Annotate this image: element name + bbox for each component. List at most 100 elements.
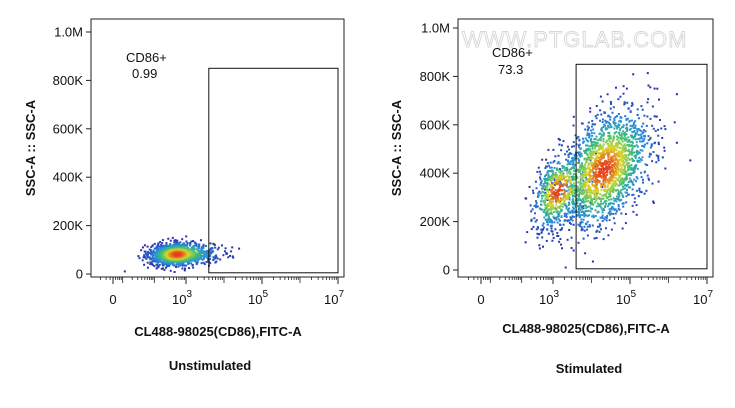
- data-point: [196, 249, 199, 252]
- data-point: [570, 223, 573, 225]
- data-point: [147, 253, 150, 256]
- data-point: [588, 225, 591, 228]
- data-point: [612, 182, 615, 185]
- data-point: [200, 239, 202, 242]
- data-point: [636, 130, 639, 133]
- data-point: [617, 173, 619, 176]
- data-point: [592, 123, 595, 126]
- data-point: [622, 169, 625, 171]
- data-point: [558, 143, 561, 146]
- data-point: [624, 156, 627, 159]
- data-point: [621, 178, 624, 181]
- data-point: [546, 199, 549, 201]
- data-point: [633, 166, 636, 169]
- data-point: [533, 205, 536, 207]
- data-point: [625, 124, 628, 127]
- data-point: [201, 258, 204, 261]
- data-point: [622, 185, 624, 188]
- data-point: [635, 176, 638, 178]
- data-point: [578, 216, 581, 219]
- data-point: [564, 180, 567, 183]
- data-point: [596, 165, 599, 168]
- data-point: [590, 144, 593, 147]
- data-point: [630, 104, 633, 107]
- data-point: [607, 149, 610, 152]
- data-point: [541, 158, 544, 161]
- data-point: [598, 160, 601, 163]
- data-point: [577, 135, 580, 138]
- data-point: [616, 143, 619, 146]
- data-point: [537, 166, 540, 169]
- data-point: [589, 175, 592, 178]
- data-point: [593, 237, 596, 240]
- data-point: [559, 179, 562, 182]
- data-point: [530, 228, 533, 230]
- data-point: [617, 98, 620, 101]
- data-point: [553, 211, 555, 214]
- data-point: [609, 158, 612, 161]
- data-point: [571, 198, 574, 201]
- data-point: [171, 236, 174, 239]
- data-point: [143, 244, 146, 247]
- data-point: [602, 143, 605, 146]
- data-point: [547, 191, 550, 194]
- data-point: [589, 162, 592, 165]
- data-point: [625, 195, 628, 198]
- data-point: [561, 165, 564, 167]
- data-point: [559, 204, 562, 207]
- data-point: [595, 157, 597, 160]
- data-point: [625, 162, 628, 165]
- y-tick-label: 200K: [420, 214, 451, 229]
- data-point: [640, 105, 643, 108]
- data-point: [607, 154, 610, 157]
- data-point: [546, 212, 549, 215]
- data-point: [568, 178, 571, 181]
- data-point: [616, 154, 619, 157]
- data-point: [613, 149, 616, 152]
- plot-frame-unstimulated: [90, 18, 345, 278]
- data-point: [568, 177, 570, 180]
- x-tick-exponent: 7: [707, 289, 713, 300]
- data-point: [584, 252, 587, 255]
- data-point: [535, 228, 538, 231]
- data-point: [589, 190, 592, 193]
- data-point: [195, 261, 198, 264]
- data-point: [558, 138, 561, 141]
- data-point: [572, 163, 575, 166]
- data-point: [617, 208, 620, 211]
- data-point: [604, 205, 607, 208]
- data-point: [611, 178, 613, 181]
- data-point: [536, 170, 539, 173]
- data-point: [620, 189, 623, 192]
- data-point: [588, 169, 591, 172]
- data-point: [600, 176, 603, 179]
- data-point: [661, 136, 664, 139]
- data-point: [604, 162, 606, 165]
- data-point: [624, 134, 627, 136]
- data-point: [597, 164, 600, 167]
- data-point: [600, 113, 603, 116]
- data-point: [558, 211, 561, 214]
- x-tick-exponent: 3: [553, 289, 559, 300]
- data-point: [608, 177, 611, 180]
- data-point: [661, 156, 664, 159]
- data-point: [627, 172, 630, 175]
- data-point: [171, 254, 174, 257]
- data-point: [572, 115, 575, 118]
- data-point: [578, 212, 580, 215]
- data-point: [573, 185, 576, 187]
- data-point: [551, 200, 554, 203]
- data-point: [585, 144, 588, 147]
- data-point: [618, 190, 621, 193]
- data-point: [180, 258, 183, 261]
- data-point: [544, 211, 547, 214]
- data-point: [553, 181, 556, 183]
- data-point: [607, 181, 610, 184]
- data-point: [623, 169, 626, 172]
- data-point: [551, 189, 554, 192]
- data-point: [675, 93, 678, 96]
- data-point: [141, 246, 144, 249]
- data-point: [600, 172, 602, 174]
- data-point: [594, 154, 597, 157]
- data-point: [551, 183, 554, 186]
